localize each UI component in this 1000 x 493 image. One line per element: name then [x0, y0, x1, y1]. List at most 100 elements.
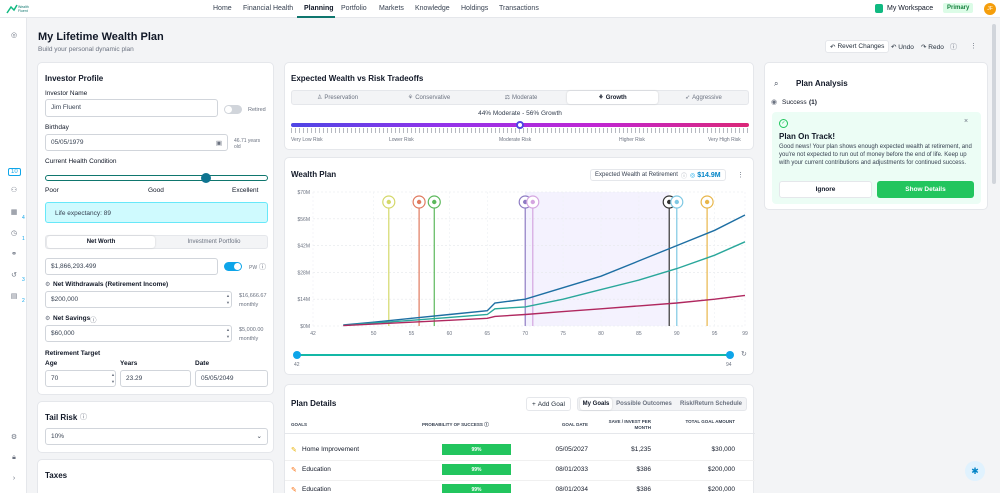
nav-planning[interactable]: Planning: [304, 5, 334, 12]
tradeoffs-title: Expected Wealth vs Risk Tradeoffs: [291, 74, 424, 83]
redo-button[interactable]: ↷ Redo: [921, 43, 944, 51]
expand-icon[interactable]: ›: [12, 475, 16, 482]
goal-date: 05/05/2027: [555, 446, 588, 453]
goal-name[interactable]: Home Improvement: [302, 446, 360, 453]
tab-aggressive[interactable]: ➶ Aggressive: [658, 91, 749, 104]
top-nav: Wealth Fluent Home Financial Health Plan…: [0, 0, 1000, 18]
age-input[interactable]: 70: [45, 370, 116, 387]
check-circle-icon: ◉: [771, 99, 778, 106]
more-options-icon[interactable]: ⋮: [970, 43, 977, 50]
avatar[interactable]: JF: [984, 3, 996, 15]
show-details-button[interactable]: Show Details: [877, 181, 974, 198]
tab-moderate[interactable]: ⚖ Moderate: [475, 91, 567, 104]
probability-bar: 99%: [442, 464, 511, 475]
date-input[interactable]: 05/05/2049: [195, 370, 268, 387]
sidebar-badge-building: 4: [22, 215, 25, 221]
nav-portfolio[interactable]: Portfolio: [341, 5, 367, 12]
savings-input[interactable]: $60,000: [45, 325, 232, 342]
tab-conservative[interactable]: ⚘ Conservative: [383, 91, 475, 104]
health-slider-thumb[interactable]: [200, 173, 211, 183]
y-tick-label: $28M: [297, 270, 310, 276]
tab-my-goals[interactable]: My Goals: [580, 398, 612, 410]
pw-toggle[interactable]: [224, 262, 242, 271]
retired-toggle[interactable]: [224, 105, 242, 114]
wealth-chart[interactable]: $0M $14M $28M $42M $56M $70M 42 50 55 60 65 70 75 80 8…: [285, 182, 755, 340]
savings-stepper[interactable]: ▲ ▼: [226, 327, 230, 339]
calendar-icon[interactable]: ▣: [215, 140, 222, 147]
aggressive-label: Aggressive: [692, 94, 722, 101]
y-tick-label: $14M: [297, 297, 310, 303]
growth-label: Growth: [605, 94, 627, 101]
sidebar-badge-goals[interactable]: 10: [8, 168, 21, 176]
link-icon[interactable]: ⚭: [11, 251, 17, 258]
clock-icon[interactable]: ◷: [10, 230, 18, 237]
chart-menu-icon[interactable]: ⋮: [737, 172, 744, 179]
risk-label-higher: Higher Risk: [619, 137, 645, 143]
tab-growth[interactable]: ⚘ Growth: [567, 91, 658, 104]
expected-info-icon[interactable]: ⓘ: [680, 173, 687, 180]
assistant-icon[interactable]: ✱: [965, 461, 985, 481]
users-icon[interactable]: ⚇: [10, 187, 18, 194]
y-tick-label: $0M: [300, 324, 310, 330]
reset-range-icon[interactable]: ↻: [741, 351, 747, 358]
savings-info-icon[interactable]: ⓘ: [90, 317, 97, 324]
health-slider-track[interactable]: [45, 175, 268, 181]
nav-home[interactable]: Home: [213, 5, 232, 12]
years-input[interactable]: 23.29: [120, 370, 191, 387]
revert-button[interactable]: ↶ Revert Changes: [825, 40, 890, 53]
nav-transactions[interactable]: Transactions: [499, 5, 539, 12]
tail-risk-card: Tail Risk ⓘ 10% ⌄: [37, 401, 274, 453]
y-tick-label: $56M: [297, 217, 310, 223]
age-range-start-thumb[interactable]: [293, 351, 301, 359]
risk-profile-tabs: ♙ Preservation ⚘ Conservative ⚖ Moderate ⚘ G…: [291, 90, 749, 105]
tab-preservation[interactable]: ♙ Preservation: [292, 91, 383, 104]
tail-risk-info-icon[interactable]: ⓘ: [80, 414, 87, 421]
lock-icon[interactable]: 🔒︎: [12, 454, 16, 461]
age-label: Age: [45, 360, 58, 367]
health-tick-poor: Poor: [45, 187, 59, 194]
settings-icon[interactable]: ⚙: [10, 434, 18, 441]
tab-risk-return[interactable]: Risk/Return Schedule: [679, 401, 742, 407]
age-stepper[interactable]: ▲ ▼: [111, 372, 115, 384]
wealth-plan-card: Wealth Plan Expected Wealth at Retiremen…: [284, 157, 754, 375]
info-icon[interactable]: ⓘ: [950, 44, 957, 51]
withdrawals-stepper[interactable]: ▲ ▼: [226, 293, 230, 305]
withdrawals-input[interactable]: $200,000: [45, 291, 232, 308]
age-range-end-thumb[interactable]: [726, 351, 734, 359]
total-goal-amount: $30,000: [711, 446, 736, 453]
ignore-button[interactable]: Ignore: [779, 181, 872, 198]
nav-markets[interactable]: Markets: [379, 5, 404, 12]
tab-net-worth[interactable]: Net Worth: [47, 236, 155, 248]
probability-info-icon[interactable]: ⓘ: [484, 422, 489, 427]
tail-risk-title: Tail Risk: [45, 413, 78, 422]
net-worth-input[interactable]: $1,866,293.499: [45, 258, 218, 275]
logo-icon[interactable]: [6, 3, 18, 15]
page-title: My Lifetime Wealth Plan: [38, 31, 164, 43]
age-range-track[interactable]: [297, 354, 730, 356]
pw-info-icon[interactable]: ⓘ: [259, 264, 266, 271]
undo-button[interactable]: ↶ Undo: [891, 43, 914, 51]
birthday-input[interactable]: 05/05/1979 ▣: [45, 134, 228, 151]
investor-name-input[interactable]: Jim Fluent: [45, 99, 218, 117]
workspace-label[interactable]: My Workspace: [887, 5, 934, 12]
nav-knowledge[interactable]: Knowledge: [415, 5, 450, 12]
close-icon[interactable]: ×: [964, 118, 969, 125]
probability-bar: 99%: [442, 484, 511, 493]
tab-investment-portfolio[interactable]: Investment Portfolio: [187, 239, 241, 245]
sidebar-toggle-icon[interactable]: ◎: [10, 32, 18, 39]
tab-possible-outcomes[interactable]: Possible Outcomes: [616, 401, 672, 407]
tail-risk-select[interactable]: 10% ⌄: [45, 428, 268, 445]
on-track-panel: ✓ × Plan On Track! Good news! Your plan …: [772, 112, 981, 204]
chart-icon[interactable]: ▤: [10, 293, 18, 300]
goal-pin-icon: [386, 199, 391, 205]
taxes-card: Taxes: [37, 459, 274, 493]
goal-name[interactable]: Education: [302, 466, 331, 473]
goal-name[interactable]: Education: [302, 486, 331, 493]
history-icon[interactable]: ↺: [11, 272, 17, 279]
nav-holdings[interactable]: Holdings: [461, 5, 489, 12]
building-icon[interactable]: ▦: [10, 209, 18, 216]
nav-financial-health[interactable]: Financial Health: [243, 5, 294, 12]
page-scrollbar[interactable]: [992, 24, 996, 184]
add-goal-button[interactable]: + Add Goal: [526, 397, 571, 411]
header-total-goal: Total Goal Amount: [685, 419, 736, 424]
